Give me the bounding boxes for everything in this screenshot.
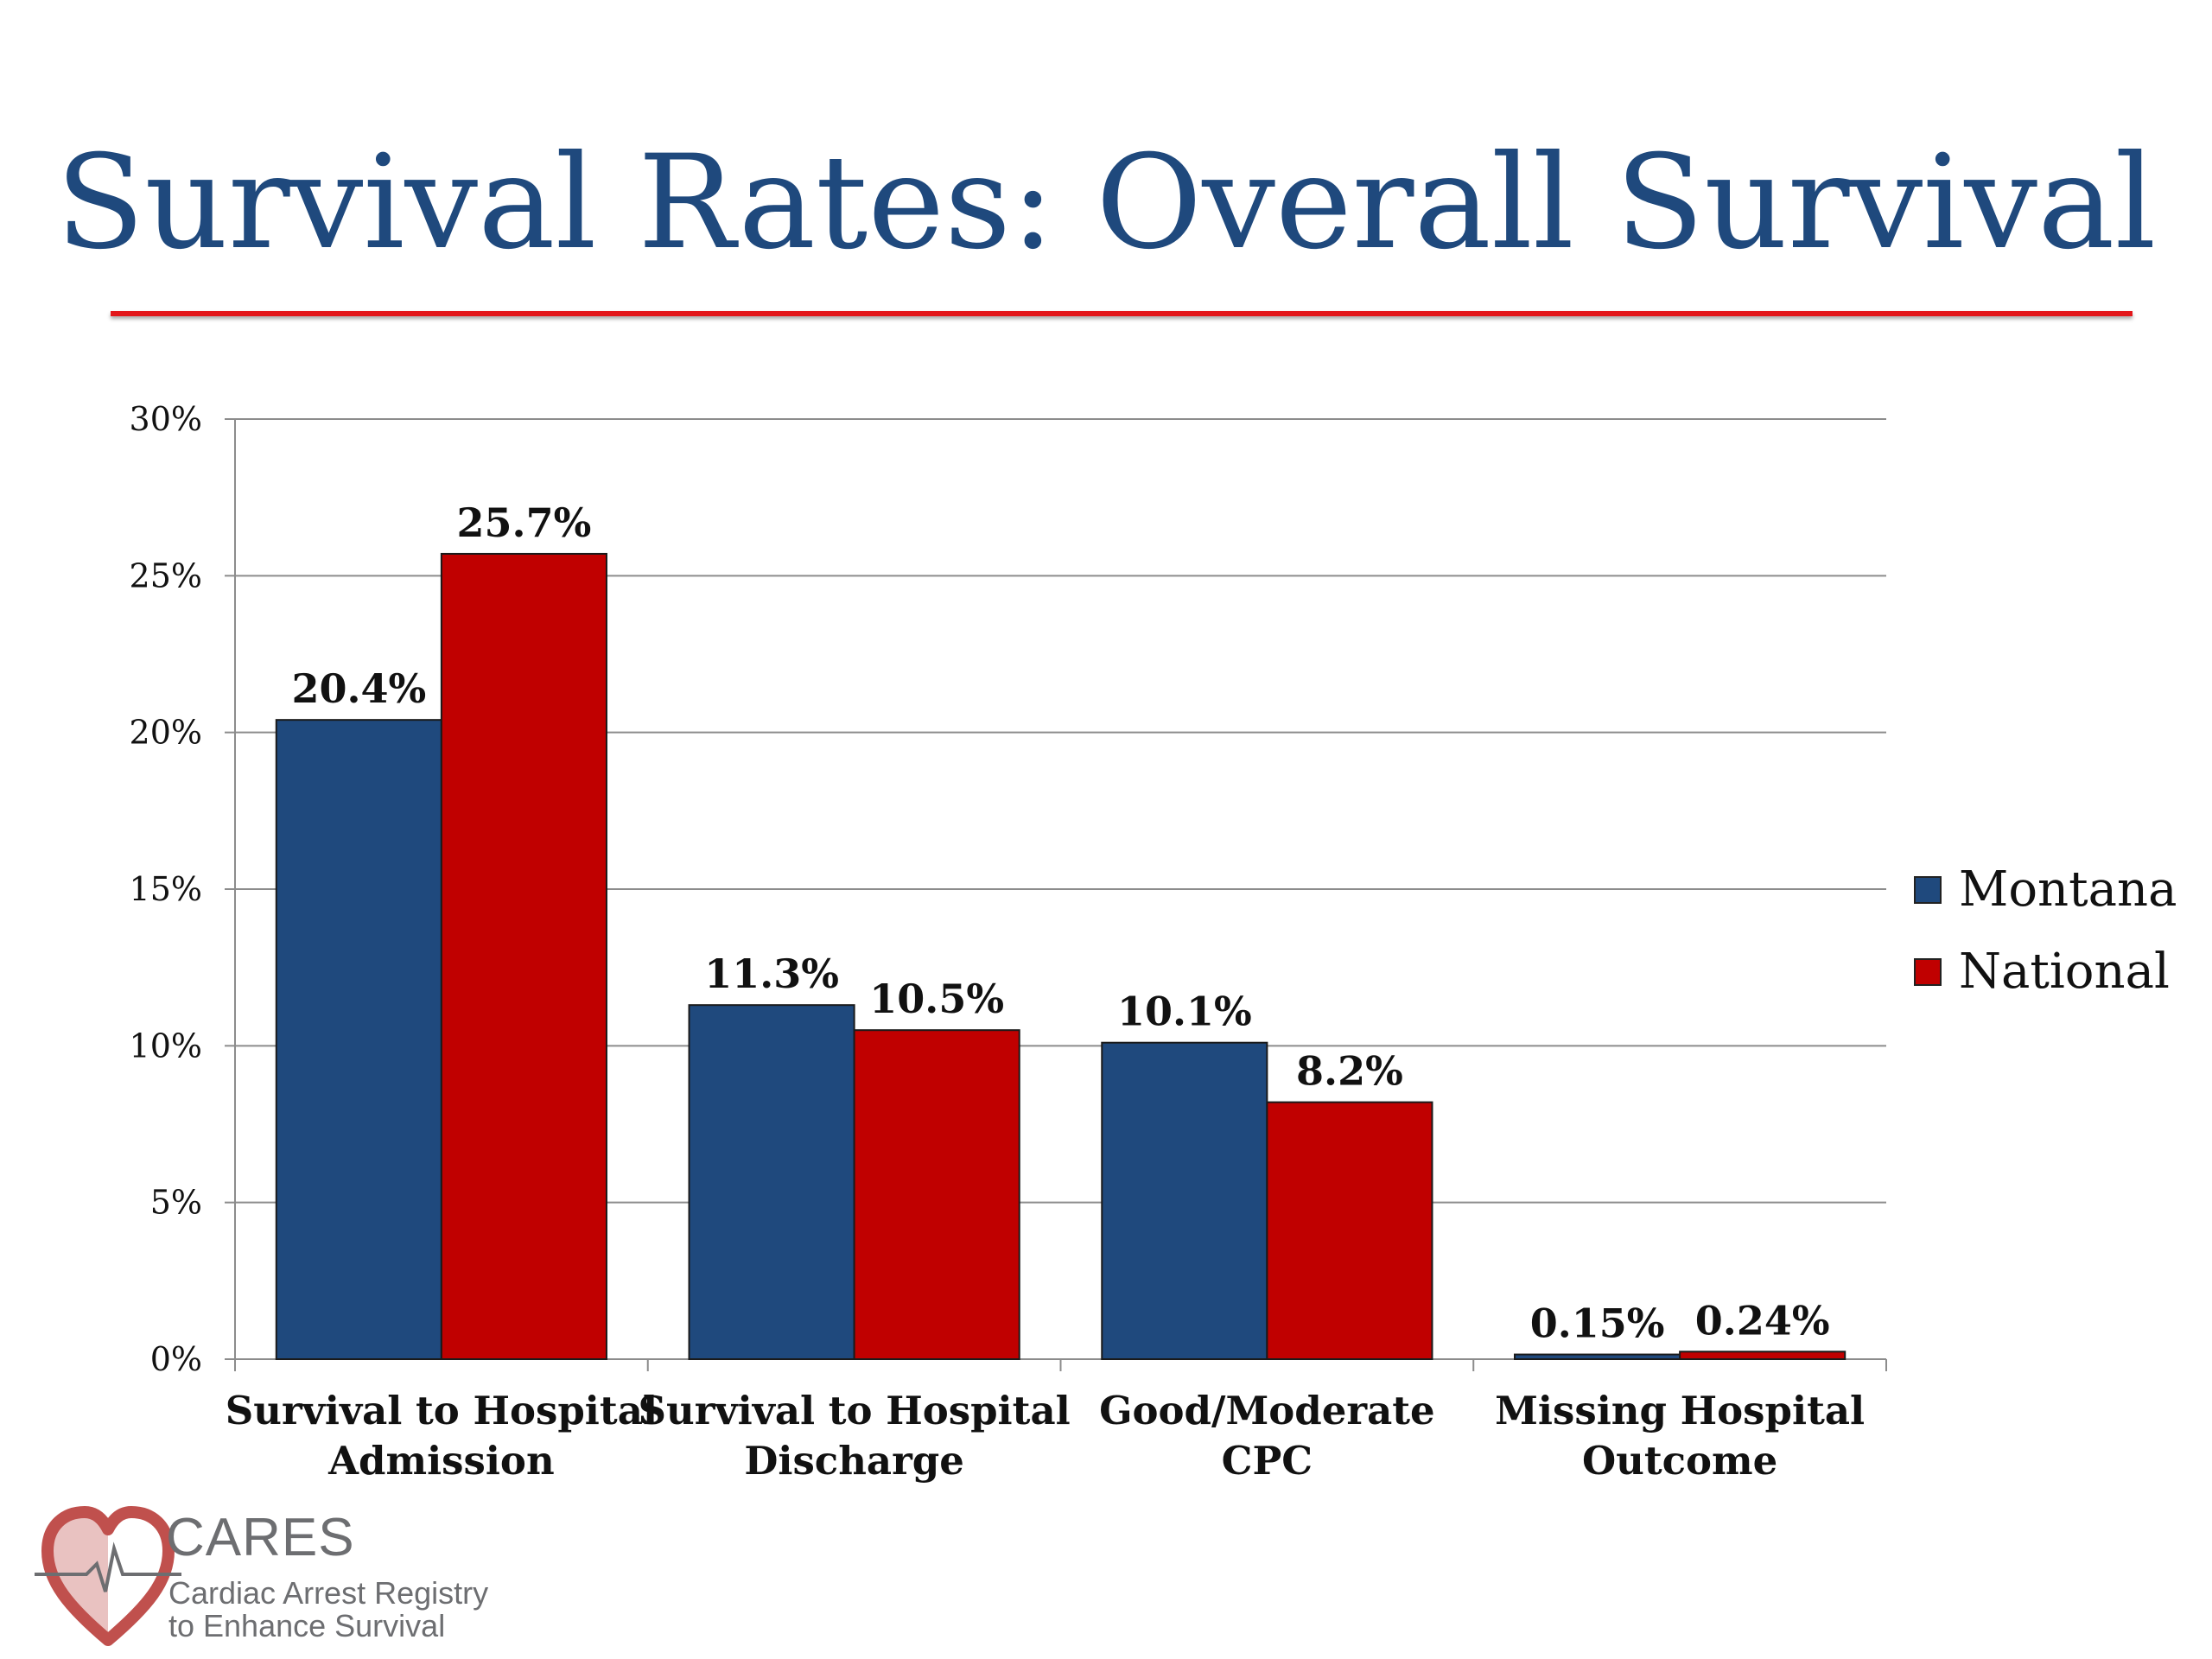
y-tick-label: 5% — [150, 1184, 202, 1222]
bar-montana-3 — [1514, 1353, 1681, 1361]
data-label-national-1: 10.5% — [869, 976, 1004, 1022]
category-label-1-line0: Survival to Hospital — [639, 1388, 1071, 1433]
cares-logo: CARES Cardiac Arrest Registry to Enhance… — [35, 1503, 518, 1650]
category-label-0-line1: Admission — [327, 1438, 555, 1484]
data-label-montana-0: 20.4% — [291, 665, 426, 712]
bar-national-1 — [853, 1029, 1020, 1360]
logo-subtitle-line2: to Enhance Survival — [168, 1608, 446, 1643]
data-label-montana-2: 10.1% — [1117, 988, 1252, 1035]
data-label-national-2: 8.2% — [1296, 1048, 1403, 1095]
y-tick-label: 15% — [130, 870, 202, 908]
bar-montana-0 — [275, 719, 442, 1360]
y-tick-label: 20% — [130, 714, 202, 752]
logo-subtitle-line1: Cardiac Arrest Registry — [168, 1575, 489, 1611]
bar-montana-2 — [1101, 1041, 1268, 1360]
legend-label-national: National — [1959, 944, 2170, 1000]
legend-swatch-montana — [1914, 875, 1942, 904]
legend-swatch-national — [1914, 957, 1942, 986]
data-label-montana-1: 11.3% — [704, 950, 839, 997]
chart-legend: Montana National — [1914, 849, 2177, 1013]
data-label-national-3: 0.24% — [1695, 1297, 1830, 1344]
bar-national-0 — [440, 552, 607, 1360]
y-tick-label: 25% — [130, 556, 202, 594]
logo-wordmark: CARES — [166, 1508, 355, 1567]
heart-icon — [35, 1506, 181, 1646]
category-label-3-line1: Outcome — [1582, 1438, 1777, 1484]
legend-label-montana: Montana — [1959, 861, 2177, 918]
category-label-2-line0: Good/Moderate — [1099, 1388, 1435, 1433]
data-label-montana-3: 0.15% — [1530, 1300, 1665, 1347]
bar-national-3 — [1679, 1351, 1847, 1361]
y-tick-label: 10% — [130, 1027, 202, 1065]
data-label-national-0: 25.7% — [457, 499, 592, 546]
legend-item-montana: Montana — [1914, 849, 2177, 931]
bar-montana-1 — [688, 1004, 855, 1360]
y-tick-label: 0% — [150, 1340, 202, 1378]
category-label-0-line0: Survival to Hospital — [226, 1388, 658, 1433]
bar-national-2 — [1266, 1101, 1433, 1360]
title-divider — [111, 311, 2133, 316]
category-label-3-line0: Missing Hospital — [1495, 1388, 1865, 1433]
legend-item-national: National — [1914, 931, 2177, 1013]
slide-title: Survival Rates: Overall Survival — [55, 128, 2157, 278]
category-label-1-line1: Discharge — [744, 1438, 964, 1484]
category-label-2-line1: CPC — [1222, 1438, 1313, 1484]
y-tick-label: 30% — [130, 400, 202, 438]
